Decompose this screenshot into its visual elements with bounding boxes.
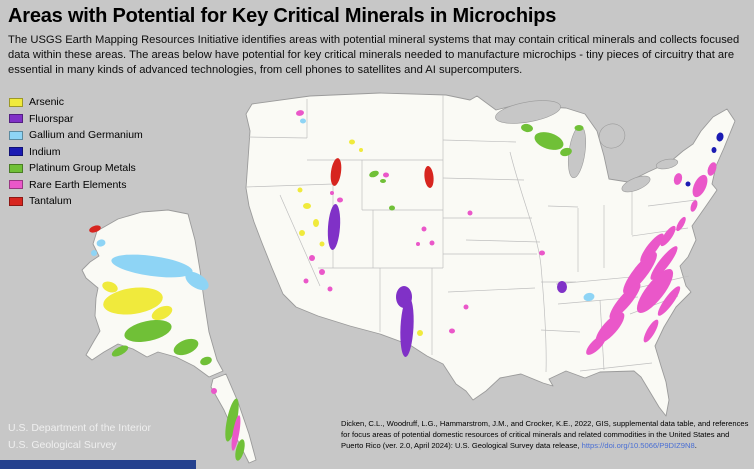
legend-label-rare-earth-elements: Rare Earth Elements — [29, 178, 127, 191]
indium-swatch — [9, 147, 23, 157]
legend-item-tantalum: Tantalum — [9, 193, 143, 210]
legend-label-platinum-group-metals: Platinum Group Metals — [29, 162, 136, 175]
gallium-germanium-swatch — [9, 130, 23, 140]
tantalum-swatch — [9, 196, 23, 206]
platinum-group-metals-swatch — [9, 163, 23, 173]
rare-earth-elements-swatch — [9, 180, 23, 190]
page-title: Areas with Potential for Key Critical Mi… — [8, 5, 557, 27]
great-lakes — [495, 100, 679, 193]
legend-item-gallium-germanium: Gallium and Germanium — [9, 127, 143, 144]
citation-period: . — [694, 441, 697, 450]
map-areas-tantalum — [89, 158, 434, 233]
header: Areas with Potential for Key Critical Mi… — [8, 5, 752, 78]
citation: Dicken, C.L., Woodruff, L.G., Hammarstro… — [341, 418, 751, 451]
legend-item-fluorspar: Fluorspar — [9, 111, 143, 128]
legend-label-fluorspar: Fluorspar — [29, 112, 74, 125]
map-areas-platinum-group-metals — [111, 123, 584, 461]
agency-line-doi: U.S. Department of the Interior — [8, 422, 151, 434]
arsenic-swatch — [9, 97, 23, 107]
legend-item-arsenic: Arsenic — [9, 94, 143, 111]
legend-item-indium: Indium — [9, 144, 143, 161]
legend-label-indium: Indium — [29, 145, 61, 158]
page-subtitle: The USGS Earth Mapping Resources Initiat… — [8, 34, 740, 76]
lake-superior — [495, 100, 561, 124]
citation-doi-link[interactable]: https://doi.org/10.5066/P9DIZ9N8 — [581, 441, 695, 450]
citation-text: Dicken, C.L., Woodruff, L.G., Hammarstro… — [341, 419, 749, 450]
legend-label-arsenic: Arsenic — [29, 96, 65, 109]
lake-huron — [598, 123, 626, 149]
map-areas-indium — [685, 132, 724, 187]
map-areas-fluorspar — [327, 204, 567, 357]
legend-label-gallium-germanium: Gallium and Germanium — [29, 129, 143, 142]
fluorspar-swatch — [9, 114, 23, 124]
agency-block: U.S. Department of the Interior U.S. Geo… — [8, 420, 151, 454]
usgs-identity-bar — [0, 460, 196, 469]
lake-erie — [621, 175, 651, 193]
legend: Arsenic Fluorspar Gallium and Germanium … — [9, 94, 143, 210]
legend-item-platinum-group-metals: Platinum Group Metals — [9, 160, 143, 177]
map-areas-rare-earth-elements — [211, 110, 717, 451]
lake-ontario — [655, 158, 679, 170]
legend-label-tantalum: Tantalum — [29, 195, 72, 208]
lower48-landmass — [245, 92, 736, 417]
map-areas-arsenic — [102, 139, 423, 336]
legend-item-rare-earth-elements: Rare Earth Elements — [9, 177, 143, 194]
map-areas-gallium-germanium — [91, 118, 595, 302]
agency-line-usgs: U.S. Geological Survey — [8, 438, 117, 451]
